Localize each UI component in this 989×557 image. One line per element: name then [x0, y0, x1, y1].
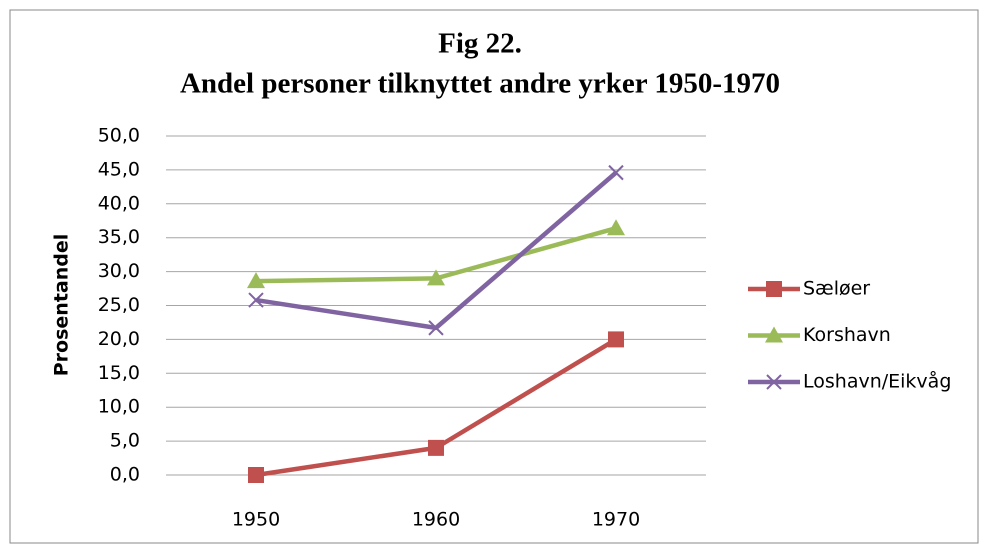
legend-label: Sæløer [803, 278, 870, 300]
y-tick-label: 5,0 [110, 430, 140, 452]
legend-marker [766, 374, 782, 390]
data-point [248, 467, 264, 483]
data-point [247, 272, 265, 289]
y-tick-label: 45,0 [98, 158, 140, 180]
y-tick-label: 0,0 [110, 464, 140, 486]
y-tick-label: 25,0 [98, 294, 140, 316]
y-tick-label: 10,0 [98, 396, 140, 418]
legend-marker [765, 326, 783, 343]
x-tick-label: 1960 [412, 509, 460, 531]
data-point [428, 320, 444, 336]
legend-marker [766, 281, 782, 297]
y-tick-label: 30,0 [98, 260, 140, 282]
legend-label: Loshavn/Eikvåg [803, 370, 951, 393]
data-point [248, 292, 264, 308]
legend-label: Korshavn [803, 324, 891, 346]
data-point [607, 219, 625, 236]
x-tick-label: 1970 [592, 509, 640, 531]
data-point [427, 269, 445, 286]
y-tick-label: 35,0 [98, 226, 140, 248]
chart-subtitle: Andel personer tilknyttet andre yrker 19… [180, 68, 780, 100]
data-point [428, 439, 444, 456]
y-tick-label: 15,0 [98, 362, 140, 384]
y-tick-label: 50,0 [98, 125, 140, 147]
y-tick-label: 20,0 [98, 328, 140, 350]
x-tick-label: 1950 [232, 509, 280, 531]
chart-title: Fig 22. [438, 28, 522, 60]
data-point [608, 331, 624, 348]
data-point [608, 164, 624, 181]
y-tick-label: 40,0 [98, 192, 140, 214]
y-axis-label: Prosentandel [51, 234, 73, 377]
